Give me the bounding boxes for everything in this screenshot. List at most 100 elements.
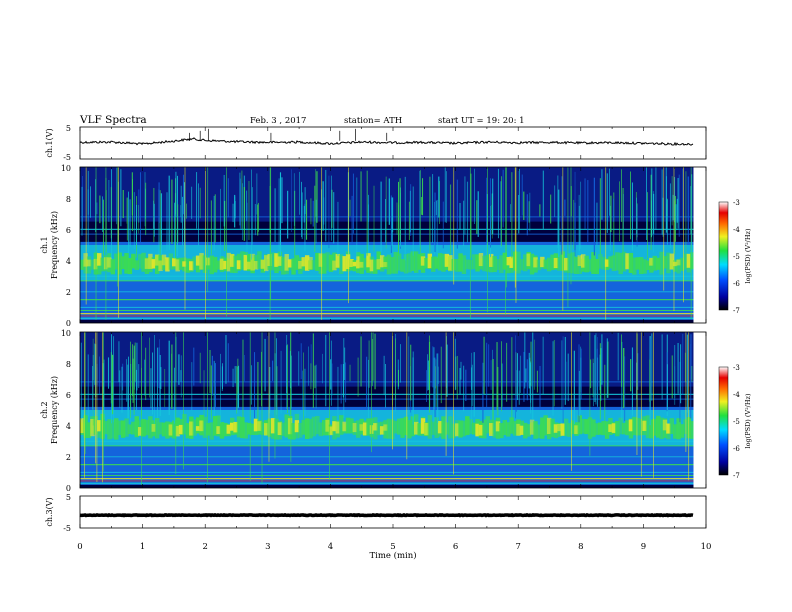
no-data-region [693,332,694,488]
emission-band-cell [311,260,317,270]
emission-band-cell [594,423,600,435]
emission-hotspot [287,418,293,435]
emission-hotspot [260,259,266,269]
emission-band-cell [570,420,576,435]
emission-band-cell [465,416,470,436]
emission-hotspot [673,261,678,267]
emission-band-cell [114,418,119,440]
emission-hotspot [182,261,187,267]
emission-band-cell [485,416,490,434]
emission-band-cell [690,252,694,270]
emission-band-cell [318,422,323,437]
emission-band-cell [168,253,174,270]
emission-band-cell [403,416,409,436]
emission-hotspot [226,252,231,272]
emission-hotspot [229,422,235,431]
emission-band-cell [161,422,167,437]
emission-band-cell [291,258,296,275]
emission-hotspot [495,421,501,432]
emission-band-cell [608,256,613,269]
emission-band-cell [669,418,675,434]
emission-band-cell [492,419,497,438]
emission-band-cell [642,259,647,274]
emission-band-cell [417,254,422,270]
emission-band-cell [131,253,136,269]
emission-band-cell [386,418,392,439]
emission-hotspot [475,423,480,437]
emission-band-cell [526,424,531,437]
emission-hotspot [625,253,630,270]
emission-hotspot [373,423,378,431]
emission-band-cell [236,416,242,438]
spectrogram-1 [80,167,694,323]
emission-band-cell [110,419,116,439]
emission-band-cell [683,253,688,270]
colorbar-2-tick-m7: -7 [733,472,740,480]
emission-hotspot [328,426,334,436]
emission-band-cell [83,415,88,438]
xtick-9: 9 [641,542,646,552]
emission-hotspot [563,257,569,271]
emission-hotspot [516,423,521,436]
emission-band-cell [407,253,412,273]
xtick-10: 10 [701,542,712,552]
emission-band-cell [502,420,508,436]
emission-hotspot [199,420,204,432]
spec2-ytick-6: 6 [66,391,71,400]
emission-band-cell [294,255,300,270]
colorbar-2-tick-m4: -4 [733,391,740,399]
emission-band-cell [80,259,85,270]
emission-band-cell [349,418,354,434]
emission-hotspot [284,254,289,271]
xtick-4: 4 [328,542,333,552]
emission-band-cell [618,417,623,435]
colorbar-1-tick-m3: -3 [733,199,740,207]
emission-band-cell [202,255,208,273]
emission-band-cell [386,254,392,275]
emission-hotspot [189,421,194,436]
emission-band-cell [260,421,266,436]
emission-band-cell [536,259,542,271]
no-data-region [693,167,694,323]
emission-hotspot [137,427,143,436]
emission-band-cell [291,423,296,440]
emission-band-cell [356,420,361,438]
emission-hotspot [80,418,85,434]
spec1-ytick-0: 0 [66,319,71,328]
colorbar-2: -3 -4 -5 -6 -7 log(PSD) (V²/Hz) [718,364,752,480]
emission-band-cell [506,422,511,437]
emission-hotspot [264,255,269,272]
emission-band-cell [362,257,368,271]
emission-hotspot [366,253,371,268]
emission-hotspot [318,253,323,267]
low-frequency-strip [80,484,694,488]
emission-hotspot [448,255,453,271]
emission-band-cell [468,419,473,434]
emission-band-cell [366,418,371,436]
emission-band-cell [567,423,572,437]
emission-hotspot [577,255,583,267]
emission-band-cell [396,418,402,435]
xtick-2: 2 [202,542,207,552]
colorbar-1-tick-m5: -5 [733,253,740,261]
emission-hotspot [298,260,303,269]
emission-hotspot [478,253,484,267]
xtick-3: 3 [265,542,270,552]
emission-hotspot [509,256,514,268]
emission-band-cell [393,420,398,434]
emission-hotspot [424,422,429,436]
emission-band-cell [141,252,146,272]
spec1-ylabel-frequency: Frequency (kHz) [50,211,59,279]
emission-hotspot [229,254,235,267]
emission-hotspot [478,424,484,436]
emission-hotspot [553,257,559,269]
emission-band-cell [172,420,177,439]
emission-hotspot [332,260,337,271]
emission-band-cell [339,254,344,274]
emission-hotspot [308,256,313,270]
emission-band-cell [117,420,122,435]
emission-band-cell [321,420,327,436]
emission-hotspot [325,419,330,432]
emission-band-cell [509,417,514,434]
